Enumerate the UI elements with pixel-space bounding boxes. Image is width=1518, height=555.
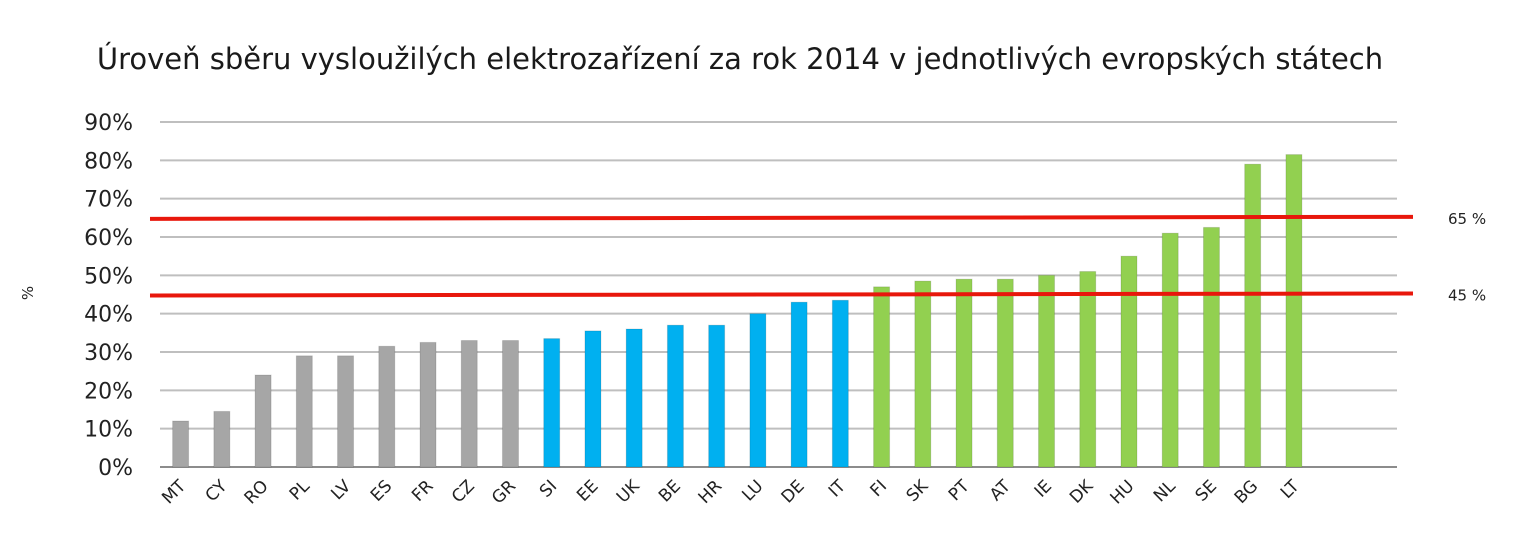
x-tick-label: LU [738,476,767,505]
bars [172,154,1303,468]
bar-at [996,278,1014,468]
x-tick-label: SK [903,476,933,506]
x-axis-ticks: MT CY RO PL LV ES FR CZ GR SI EE UK BE HR LU DE IT FI SK PT… [158,476,1304,509]
y-tick-label: 60% [84,226,133,251]
bar-it [831,299,849,468]
x-tick-label: LT [1277,476,1304,503]
bar-cz [460,340,478,468]
y-tick-label: 30% [84,341,133,366]
bar-uk [625,328,643,468]
reference-line-label: 65 % [1448,210,1486,228]
bar-be [666,324,684,468]
x-tick-label: FI [867,476,892,501]
x-tick-label: RO [241,476,273,508]
x-tick-label: IT [825,476,850,501]
bar-pl [295,355,313,468]
x-tick-label: BG [1231,476,1262,507]
y-tick-label: 20% [84,379,133,404]
bar-fi [873,286,891,468]
reference-line [149,291,1414,298]
bar-pt [955,278,973,468]
y-tick-label: 0% [98,456,133,481]
bar-lu [749,313,767,468]
x-tick-label: SE [1192,476,1221,505]
bar-cy [213,410,231,468]
y-tick-label: 80% [84,149,133,174]
y-tick-label: 50% [84,264,133,289]
bar-ee [584,330,602,468]
bar-se [1202,226,1220,468]
x-tick-label: MT [158,476,190,508]
x-tick-label: DE [778,476,809,507]
bar-de [790,301,808,468]
bar-es [378,345,396,468]
reference-line-label: 45 % [1448,287,1486,305]
x-tick-label: NL [1150,476,1180,506]
y-axis-label: % [19,286,37,300]
chart-title: Úroveň sběru vysloužilých elektrozařízen… [96,42,1384,76]
x-tick-label: AT [986,476,1015,505]
y-tick-label: 90% [84,111,133,136]
x-tick-label: HU [1107,476,1139,508]
bar-fr [419,341,437,468]
bar-hr [708,324,726,468]
bar-si [543,338,561,468]
bar-mt [172,420,190,468]
y-tick-label: 40% [84,303,133,328]
x-tick-label: DK [1066,476,1098,508]
bar-hu [1120,255,1138,468]
x-tick-label: PL [286,476,314,504]
x-tick-label: ES [367,476,396,505]
y-axis-ticks: 0% 10% 20% 30% 40% 50% 60% 70% 80% 90% [84,111,133,481]
x-tick-label: EE [573,476,602,505]
bar-lv [337,355,355,468]
x-tick-label: UK [613,476,644,507]
x-tick-label: FR [408,476,438,506]
reference-lines: 65 % 45 % [149,210,1486,305]
bar-sk [914,280,932,468]
bar-ie [1038,274,1056,468]
gridlines [160,121,1397,468]
y-tick-label: 70% [84,188,133,213]
x-tick-label: PT [945,476,974,505]
bar-lt [1285,154,1303,468]
y-tick-label: 10% [84,418,133,443]
bar-bg [1244,163,1262,468]
bar-gr [501,340,519,468]
x-tick-label: HR [695,476,727,508]
x-tick-label: CY [202,476,232,506]
x-tick-label: GR [488,476,520,508]
bar-nl [1161,232,1179,468]
x-tick-label: CZ [448,476,479,507]
x-tick-label: IE [1031,476,1056,501]
bar-ro [254,374,272,468]
x-tick-label: SI [536,476,561,501]
x-tick-label: BE [655,476,685,506]
reference-line [149,214,1414,221]
bar-dk [1079,271,1097,468]
x-tick-label: LV [327,476,355,504]
